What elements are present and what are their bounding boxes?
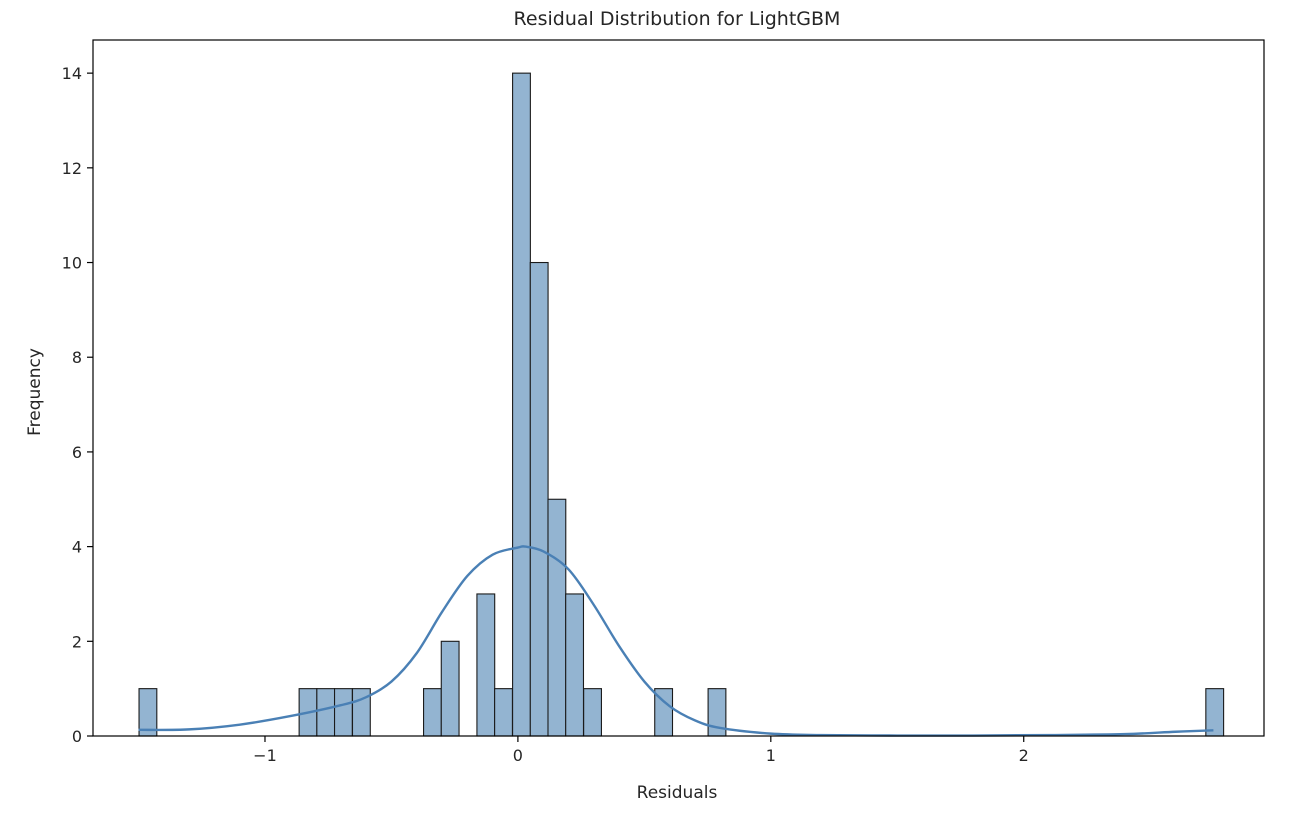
histogram-bar [333,688,353,737]
y-tick-label: 14 [62,64,82,83]
x-tick-label: 0 [513,746,523,765]
y-tick-label: 10 [62,254,82,273]
histogram-bar [423,688,442,737]
histogram-bar [565,593,585,737]
y-tick-label: 6 [72,443,82,462]
histogram-bar [1205,688,1225,737]
y-axis-ticks: 0 2 4 6 8 10 12 14 [62,64,93,746]
y-axis-label: Frequency [25,348,45,436]
histogram-bar [512,72,531,737]
histogram-bars [138,72,1225,737]
x-tick-label: 1 [766,746,776,765]
x-axis-label: Residuals [637,783,718,803]
y-tick-label: 4 [72,538,82,557]
plot-frame [92,39,1265,737]
y-tick-label: 12 [62,159,82,178]
histogram-bar [494,688,513,737]
y-tick-label: 2 [72,632,82,651]
histogram-bar [529,261,549,737]
chart-title: Residual Distribution for LightGBM [514,8,841,30]
y-tick-label: 8 [72,348,82,367]
histogram-bar [476,593,496,737]
x-axis-ticks: −1 0 1 2 [253,736,1029,765]
y-tick-label: 0 [72,727,82,746]
x-tick-label: −1 [253,746,277,765]
x-tick-label: 2 [1019,746,1029,765]
histogram-bar [547,498,567,737]
histogram-bar [440,640,460,737]
histogram-bar [316,688,336,737]
histogram-bar [583,688,602,737]
